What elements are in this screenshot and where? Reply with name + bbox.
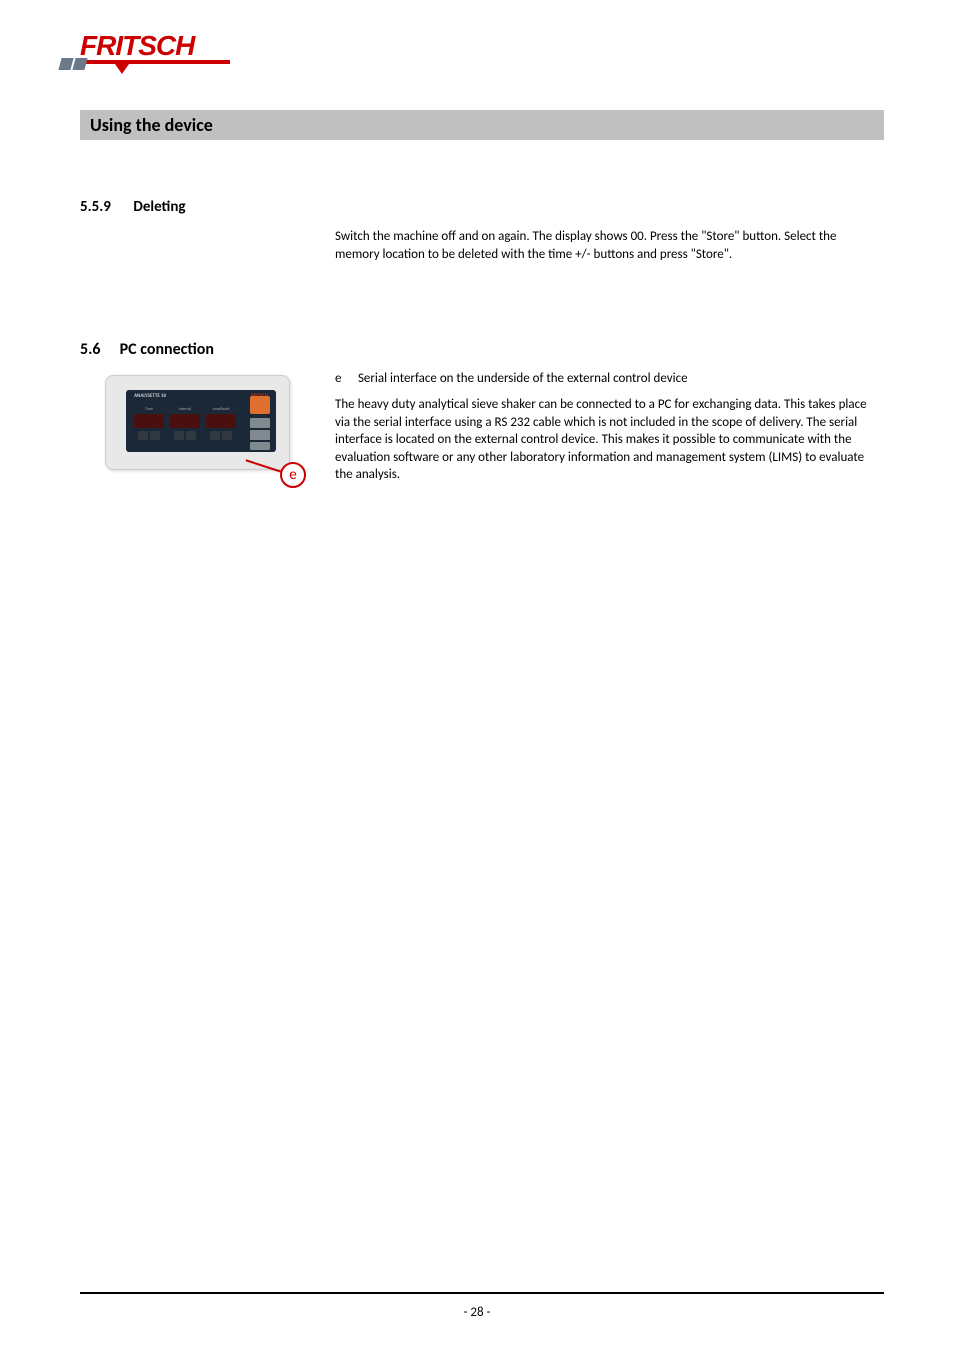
heading-title: PC connection [120, 340, 214, 359]
device-button-icon [250, 442, 270, 450]
device-start-button-icon [250, 396, 270, 414]
body-5-6-main: The heavy duty analytical sieve shaker c… [335, 396, 874, 484]
brand-logo: FRITSCH [80, 30, 230, 64]
device-body: ANALYSETTE 18 FRITSCH Time Interval Ampl… [105, 375, 290, 470]
footer-divider [80, 1292, 884, 1294]
body-5-5-9: Switch the machine off and on again. The… [335, 228, 874, 263]
heading-5-6: 5.6 PC connection [80, 340, 214, 359]
device-display-icon [134, 414, 164, 428]
callout-marker: e [280, 462, 306, 488]
device-button-icon [250, 418, 270, 428]
e-line-text: Serial interface on the underside of the… [358, 371, 688, 386]
logo-triangle-icon [115, 64, 129, 74]
brand-name: FRITSCH [80, 30, 230, 62]
device-button-icon [250, 430, 270, 440]
device-model-label: ANALYSETTE 18 [134, 393, 166, 399]
device-display-icon [206, 414, 236, 428]
device-amplitude-section: Amplitude [206, 407, 236, 445]
logo-squares [60, 56, 88, 75]
device-section-label: Time [134, 407, 164, 412]
page-number: - 28 - [0, 1305, 954, 1320]
heading-number: 5.5.9 [80, 198, 130, 216]
device-figure: ANALYSETTE 18 FRITSCH Time Interval Ampl… [100, 370, 300, 490]
device-section-label: Interval [170, 407, 200, 412]
list-marker: e [335, 370, 355, 388]
device-section-label: Amplitude [206, 407, 236, 412]
body-5-6-e-line: e Serial interface on the underside of t… [335, 370, 874, 388]
device-time-section: Time [134, 407, 164, 445]
heading-number: 5.6 [80, 340, 116, 359]
logo-underline [80, 60, 230, 64]
heading-title: Deleting [133, 198, 185, 216]
section-heading-bar: Using the device [80, 110, 884, 140]
device-panel: ANALYSETTE 18 FRITSCH Time Interval Ampl… [126, 390, 276, 452]
device-display-icon [170, 414, 200, 428]
device-interval-section: Interval [170, 407, 200, 445]
heading-5-5-9: 5.5.9 Deleting [80, 198, 186, 216]
